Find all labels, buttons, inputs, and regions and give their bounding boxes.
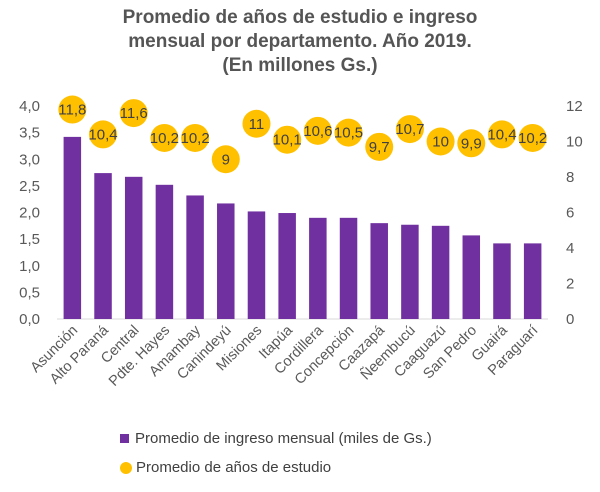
data-point	[89, 120, 118, 149]
bar	[523, 243, 542, 319]
data-label: 10	[432, 134, 449, 151]
legend-label-years: Promedio de años de estudio	[136, 459, 332, 476]
data-label: 10,7	[395, 121, 424, 138]
data-label: 10,4	[487, 126, 516, 143]
data-label: 10,6	[303, 123, 332, 140]
y-left-tick-label: 2,5	[19, 178, 40, 195]
y-right-tick-label: 12	[566, 98, 583, 115]
data-point	[181, 123, 210, 152]
bar	[462, 235, 481, 319]
data-label: 11	[249, 116, 265, 133]
data-point	[426, 127, 455, 156]
bar	[124, 176, 143, 319]
data-label: 10,1	[273, 132, 302, 149]
legend-swatch-income	[120, 434, 129, 443]
data-point	[518, 123, 547, 152]
legend-item-years: Promedio de años de estudio	[120, 459, 331, 476]
data-label: 11,8	[58, 102, 86, 119]
y-left-tick-label: 1,5	[19, 231, 40, 248]
y-left-tick-label: 1,0	[19, 258, 40, 275]
y-right-tick-label: 0	[566, 311, 574, 328]
chart-title-line-1: Promedio de años de estudio e ingreso	[122, 7, 478, 28]
data-label: 10,5	[334, 125, 363, 142]
data-point	[334, 118, 363, 147]
data-point	[395, 115, 424, 144]
bar	[493, 243, 511, 319]
y-right-tick-label: 4	[566, 240, 574, 257]
legend-label-income: Promedio de ingreso mensual (miles de Gs…	[135, 430, 432, 447]
data-label: 9,9	[461, 135, 482, 152]
y-right-tick-label: 10	[566, 134, 583, 151]
data-label: 10,2	[180, 130, 209, 147]
data-label: 10,2	[518, 130, 547, 147]
data-point	[58, 95, 87, 124]
data-point	[487, 120, 516, 149]
bar	[94, 173, 112, 319]
bar	[217, 203, 235, 319]
bar	[247, 211, 266, 319]
data-label: 9,7	[369, 139, 390, 156]
chart-title-line-2: mensual por departamento. Año 2019.	[128, 31, 472, 52]
data-point	[119, 99, 148, 128]
y-left-tick-label: 0,0	[19, 311, 40, 328]
bar	[339, 217, 358, 319]
bar	[155, 184, 174, 319]
y-left-tick-label: 3,5	[19, 125, 40, 142]
data-point	[211, 145, 240, 174]
data-label: 10,2	[150, 130, 179, 147]
data-label: 10,4	[88, 126, 117, 143]
bar	[309, 217, 327, 319]
y-left-tick-label: 2,0	[19, 205, 40, 222]
y-right-tick-label: 8	[566, 169, 574, 186]
bar	[431, 225, 450, 319]
data-label: 9	[222, 151, 230, 168]
y-left-tick-label: 4,0	[19, 98, 40, 115]
bar	[186, 195, 204, 319]
bar	[63, 136, 82, 319]
data-point	[242, 109, 271, 138]
legend-item-income: Promedio de ingreso mensual (miles de Gs…	[120, 430, 432, 447]
chart-title: Promedio de años de estudio e ingreso me…	[0, 6, 600, 78]
bar	[370, 223, 388, 319]
chart-title-line-3: (En millones Gs.)	[222, 55, 378, 76]
data-point	[303, 116, 332, 145]
bar	[278, 213, 296, 319]
data-point	[150, 123, 179, 152]
y-left-tick-label: 0,5	[19, 284, 40, 301]
y-left-tick-label: 3,0	[19, 151, 40, 168]
bar	[401, 224, 419, 319]
data-point	[365, 132, 394, 161]
y-right-tick-label: 6	[566, 205, 574, 222]
y-right-tick-label: 2	[566, 276, 574, 293]
data-label: 11,6	[120, 105, 148, 122]
data-point	[457, 129, 486, 158]
legend-swatch-years	[120, 461, 132, 474]
data-point	[273, 125, 302, 154]
